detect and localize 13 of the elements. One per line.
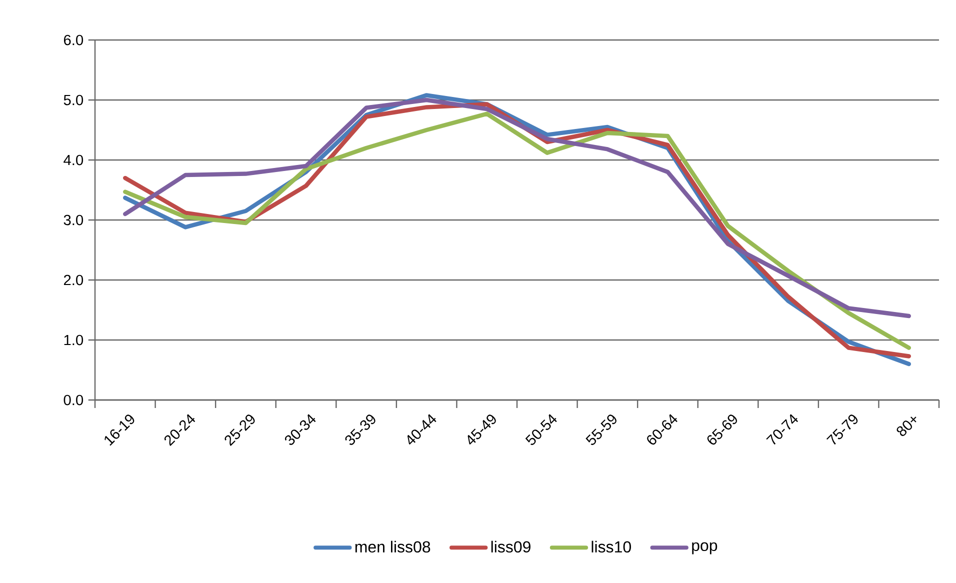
legend-label: liss09 [491, 540, 530, 553]
y-tick-label: 4.0 [64, 154, 84, 166]
legend-label: pop [692, 542, 718, 554]
legend-label: men liss08 [355, 540, 430, 553]
legend-label: liss10 [592, 540, 631, 553]
y-tick-label: 0.0 [64, 394, 84, 406]
y-tick-label: 2.0 [64, 274, 84, 286]
y-tick-label: 3.0 [64, 214, 84, 226]
y-tick-label: 1.0 [64, 334, 84, 346]
line-series [123, 98, 911, 318]
x-tick-label: 80+ [896, 416, 916, 436]
y-tick-label: 5.0 [64, 94, 84, 106]
y-tick-label: 6.0 [64, 34, 84, 46]
